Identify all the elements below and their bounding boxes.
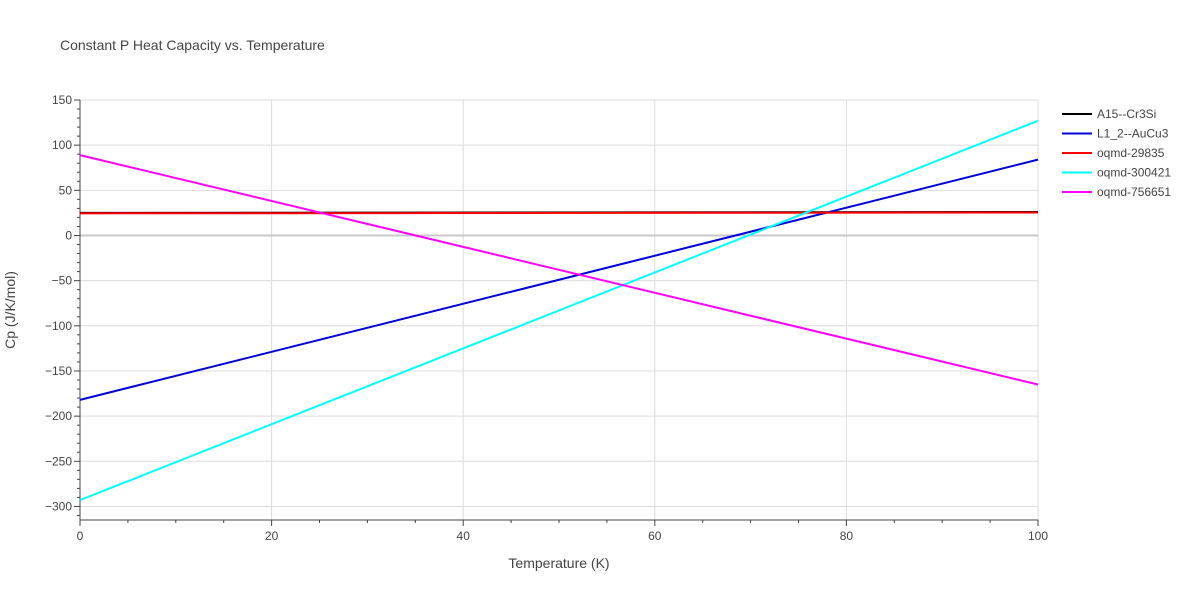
y-tick-label: −100 <box>45 319 72 333</box>
y-tick-label: 0 <box>65 228 72 242</box>
y-tick-label: −50 <box>52 274 73 288</box>
x-tick-label: 80 <box>840 529 854 543</box>
x-tick-label: 60 <box>648 529 662 543</box>
legend-label: A15--Cr3Si <box>1097 107 1156 121</box>
series-line-L1_2--AuCu3 <box>79 158 1039 401</box>
chart-title: Constant P Heat Capacity vs. Temperature <box>60 37 325 53</box>
legend-label: oqmd-29835 <box>1097 146 1165 160</box>
grid <box>80 99 1039 520</box>
x-tick-label: 20 <box>265 529 279 543</box>
legend: A15--Cr3Si L1_2--AuCu3 oqmd-29835 oqmd-3004… <box>1062 107 1171 199</box>
y-tick-label: −150 <box>45 364 72 378</box>
legend-label: oqmd-300421 <box>1097 166 1171 180</box>
legend-item[interactable]: L1_2--AuCu3 <box>1062 127 1169 141</box>
legend-label: L1_2--AuCu3 <box>1097 127 1169 141</box>
y-tick-label: 150 <box>52 93 72 107</box>
series-line-oqmd-756651 <box>79 154 1039 386</box>
y-tick-label: −250 <box>45 454 72 468</box>
y-tick-label: 100 <box>52 138 72 152</box>
y-tick-label: −200 <box>45 409 72 423</box>
legend-label: oqmd-756651 <box>1097 185 1171 199</box>
legend-item[interactable]: oqmd-300421 <box>1062 166 1171 180</box>
legend-item[interactable]: oqmd-29835 <box>1062 146 1165 160</box>
y-tick-label: 50 <box>59 183 73 197</box>
series-line-oqmd-300421 <box>79 119 1039 502</box>
axes: 0 20 40 60 80 100 150 100 50 0 −50 −100 −150 −200 −250… <box>45 93 1048 543</box>
x-tick-label: 100 <box>1028 529 1048 543</box>
x-tick-label: 40 <box>457 529 471 543</box>
y-tick-label: −300 <box>45 499 72 513</box>
series-line-oqmd-29835 <box>79 211 1039 215</box>
plot-area <box>79 119 1039 502</box>
legend-item[interactable]: A15--Cr3Si <box>1062 107 1156 121</box>
legend-item[interactable]: oqmd-756651 <box>1062 185 1171 199</box>
x-axis-title: Temperature (K) <box>508 555 609 571</box>
y-axis-title: Cp (J/K/mol) <box>2 271 18 349</box>
x-tick-label: 0 <box>77 529 84 543</box>
